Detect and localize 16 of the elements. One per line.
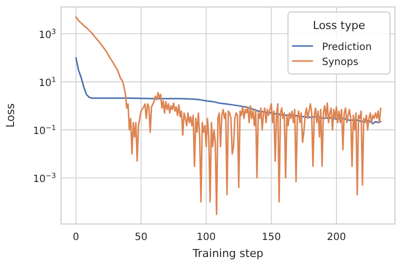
y-tick-label: 10$^{3}$ — [38, 28, 56, 41]
line-series — [75, 16, 382, 216]
x-tick-label: 200 — [326, 232, 346, 243]
x-tick-label: 50 — [134, 232, 148, 243]
x-tick-label: 100 — [196, 232, 216, 243]
x-tick-label: 0 — [72, 232, 80, 243]
y-tick-label: 10$^{−1}$ — [32, 124, 56, 137]
y-axis-title: Loss — [4, 103, 17, 128]
legend-title: Loss type — [312, 19, 366, 32]
x-tick-label: 150 — [262, 232, 281, 243]
y-tick-label: 10$^{1}$ — [38, 76, 56, 89]
x-axis-title: Training step — [192, 247, 264, 260]
line-series — [75, 57, 382, 124]
legend-label: Synops — [322, 57, 358, 68]
legend-label: Prediction — [322, 42, 372, 53]
y-tick-label: 10$^{−3}$ — [32, 172, 56, 185]
